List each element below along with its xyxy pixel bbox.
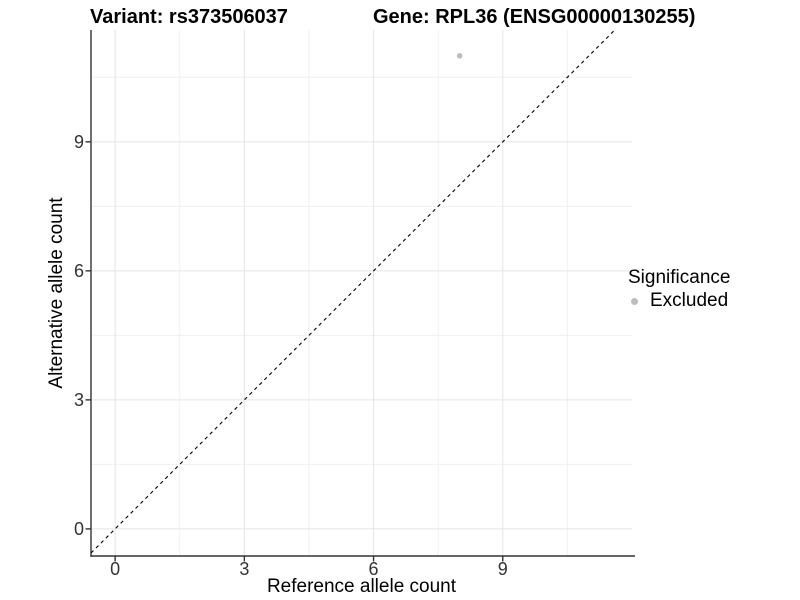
identity-dashed-line bbox=[90, 29, 616, 554]
legend-entry: Excluded bbox=[628, 289, 730, 312]
y-tick-label: 3 bbox=[73, 389, 84, 410]
plot-title-gene: Gene: RPL36 (ENSG00000130255) bbox=[373, 6, 696, 28]
legend: Significance Excluded bbox=[628, 266, 730, 312]
y-tick-label: 9 bbox=[73, 131, 84, 152]
x-tick-label: 3 bbox=[239, 559, 250, 579]
legend-point-icon bbox=[631, 297, 638, 305]
y-tick-label: 6 bbox=[73, 260, 84, 281]
data-point bbox=[456, 53, 463, 59]
x-tick-label: 6 bbox=[368, 559, 379, 579]
legend-title: Significance bbox=[628, 267, 731, 288]
plot-title-variant: Variant: rs373506037 bbox=[90, 6, 288, 28]
legend-key bbox=[628, 290, 650, 312]
y-tick-label: 0 bbox=[73, 518, 84, 539]
x-tick-label: 9 bbox=[497, 559, 508, 579]
y-axis-title: Alternative allele count bbox=[46, 197, 67, 389]
x-axis-title: Reference allele count bbox=[266, 576, 457, 597]
legend-entry-label: Excluded bbox=[650, 290, 729, 311]
legend-entries: Excluded bbox=[628, 289, 730, 312]
x-tick-label: 0 bbox=[110, 559, 121, 579]
